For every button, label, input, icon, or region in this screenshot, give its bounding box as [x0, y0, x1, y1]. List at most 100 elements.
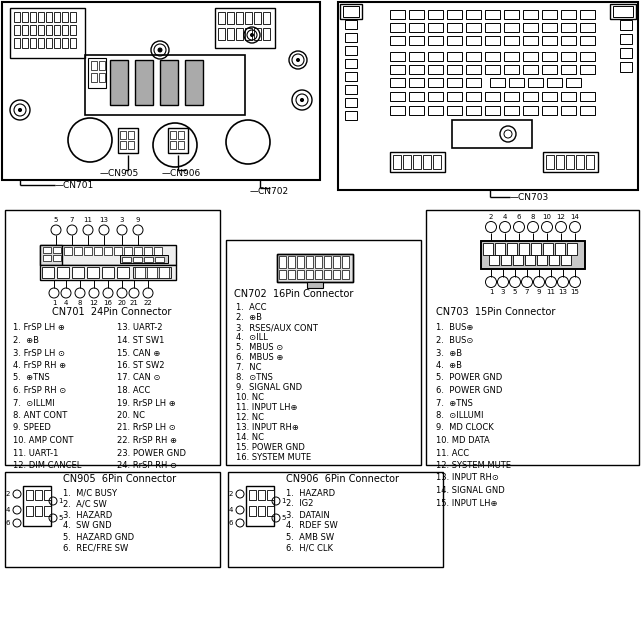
Bar: [345, 46, 357, 55]
Bar: [43, 247, 51, 253]
Bar: [338, 2, 638, 190]
Bar: [155, 257, 164, 262]
Text: 21. RrSP LH ⊙: 21. RrSP LH ⊙: [117, 424, 176, 433]
Bar: [504, 65, 519, 74]
Bar: [504, 106, 519, 115]
Text: 8. ANT CONT: 8. ANT CONT: [13, 411, 67, 420]
Bar: [537, 255, 547, 265]
Bar: [504, 36, 519, 45]
Bar: [227, 28, 234, 40]
Text: 6: 6: [229, 520, 233, 526]
Text: 4. FrSP RH ⊕: 4. FrSP RH ⊕: [13, 361, 66, 370]
Bar: [561, 23, 576, 32]
Bar: [580, 92, 595, 101]
Text: 24. RrSP RH ⊙: 24. RrSP RH ⊙: [117, 461, 177, 470]
Bar: [14, 38, 20, 48]
Text: 22: 22: [144, 300, 152, 306]
Bar: [38, 38, 44, 48]
Text: 5: 5: [281, 515, 286, 521]
Bar: [133, 267, 171, 278]
Text: 2.  IG2: 2. IG2: [286, 499, 313, 508]
Bar: [85, 55, 245, 115]
Bar: [40, 245, 176, 265]
Text: 2.  BUS⊙: 2. BUS⊙: [436, 336, 473, 345]
Bar: [218, 28, 225, 40]
Bar: [62, 12, 68, 22]
Bar: [102, 267, 114, 278]
Bar: [14, 12, 20, 22]
Text: 9: 9: [537, 289, 541, 295]
Bar: [135, 267, 145, 278]
Bar: [324, 256, 331, 268]
Bar: [345, 85, 357, 94]
Bar: [447, 36, 462, 45]
Bar: [620, 62, 632, 72]
Text: 8: 8: [78, 300, 82, 306]
Bar: [580, 106, 595, 115]
Text: 16. ST SW2: 16. ST SW2: [117, 361, 164, 370]
Bar: [26, 506, 33, 516]
Bar: [133, 257, 142, 262]
Bar: [64, 247, 72, 255]
Bar: [485, 52, 500, 61]
Bar: [409, 78, 424, 87]
Bar: [57, 267, 69, 278]
Bar: [620, 48, 632, 58]
Bar: [403, 155, 411, 169]
Text: 5.  MBUS ⊙: 5. MBUS ⊙: [236, 343, 283, 352]
Bar: [118, 128, 138, 153]
Text: 4.  SW GND: 4. SW GND: [63, 521, 112, 530]
Text: 15. CAN ⊕: 15. CAN ⊕: [117, 349, 160, 358]
Bar: [466, 78, 481, 87]
Bar: [580, 36, 595, 45]
Text: 4: 4: [229, 507, 233, 513]
Bar: [504, 10, 519, 19]
Text: 2.  ⊕B: 2. ⊕B: [13, 336, 39, 345]
Text: 1: 1: [52, 300, 56, 306]
Text: 11. UART-1: 11. UART-1: [13, 449, 58, 458]
Text: 5.  ⊕TNS: 5. ⊕TNS: [13, 374, 49, 383]
Bar: [345, 72, 357, 81]
Bar: [345, 59, 357, 68]
Bar: [561, 92, 576, 101]
Text: 3.  DATAIN: 3. DATAIN: [286, 510, 330, 519]
Bar: [485, 92, 500, 101]
Bar: [561, 255, 571, 265]
Bar: [23, 486, 51, 526]
Bar: [340, 4, 362, 19]
Bar: [490, 78, 505, 87]
Bar: [91, 73, 97, 82]
Bar: [22, 25, 28, 35]
Bar: [620, 34, 632, 44]
Text: 10. MD DATA: 10. MD DATA: [436, 436, 490, 445]
Bar: [227, 12, 234, 24]
Bar: [409, 36, 424, 45]
Bar: [306, 270, 313, 279]
Text: 1: 1: [58, 498, 62, 504]
Text: 3. FrSP LH ⊙: 3. FrSP LH ⊙: [13, 349, 65, 358]
Text: 3.  HAZARD: 3. HAZARD: [63, 510, 112, 519]
Bar: [428, 10, 443, 19]
Bar: [413, 155, 421, 169]
Bar: [53, 247, 61, 253]
Text: 3.  ⊕B: 3. ⊕B: [436, 349, 462, 358]
Bar: [228, 472, 443, 567]
Bar: [277, 254, 353, 282]
Bar: [556, 155, 564, 169]
Bar: [531, 243, 541, 255]
Text: 14. NC: 14. NC: [236, 433, 264, 442]
Bar: [485, 10, 500, 19]
Bar: [40, 265, 176, 280]
Bar: [561, 10, 576, 19]
Bar: [504, 52, 519, 61]
Bar: [70, 38, 76, 48]
Text: 8.  ⊙TNS: 8. ⊙TNS: [236, 374, 273, 383]
Circle shape: [158, 48, 162, 52]
Bar: [160, 60, 178, 105]
Text: 20: 20: [117, 300, 126, 306]
Bar: [447, 65, 462, 74]
Text: 6.  MBUS ⊕: 6. MBUS ⊕: [236, 354, 283, 363]
Text: 14: 14: [571, 214, 580, 220]
Bar: [44, 506, 51, 516]
Bar: [509, 78, 524, 87]
